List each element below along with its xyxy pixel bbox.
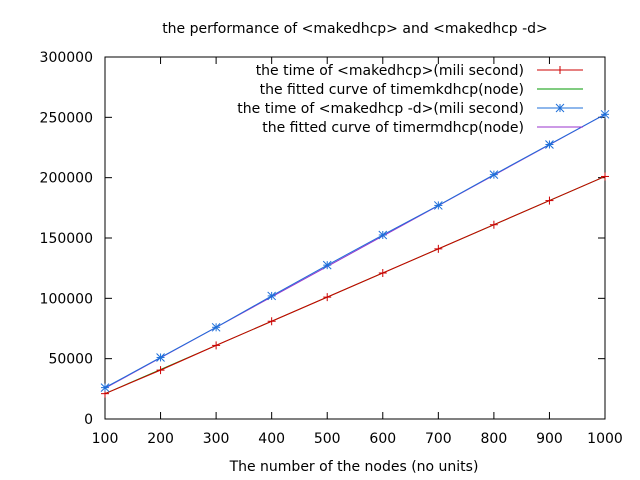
series-lines — [104, 113, 606, 395]
chart-title: the performance of <makedhcp> and <maked… — [162, 21, 548, 37]
legend-label: the fitted curve of timemkdhcp(node) — [260, 82, 524, 98]
x-axis-label: The number of the nodes (no units) — [229, 459, 479, 475]
data-point — [212, 341, 221, 350]
data-point — [378, 230, 388, 240]
series-connector-0 — [104, 176, 606, 395]
x-tick-label: 900 — [536, 431, 563, 447]
x-tick-label: 800 — [481, 431, 508, 447]
y-tick-label: 100000 — [40, 291, 93, 307]
x-tick-label: 600 — [369, 431, 396, 447]
x-axis-ticks: 100 200 300 400 500 600 700 800 900 1000 — [92, 57, 623, 447]
data-point — [433, 201, 443, 210]
y-tick-label: 250000 — [40, 110, 93, 126]
data-point — [267, 291, 277, 301]
x-tick-label: 400 — [258, 431, 285, 447]
data-point — [600, 109, 610, 119]
x-tick-label: 300 — [203, 431, 230, 447]
legend-label: the time of <makedhcp -d>(mili second) — [237, 101, 524, 117]
data-point — [211, 322, 221, 332]
y-axis-ticks: 0 50000 100000 150000 200000 250000 300000 — [40, 50, 605, 428]
data-point — [267, 317, 276, 326]
data-point — [378, 268, 387, 277]
x-tick-label: 700 — [425, 431, 452, 447]
data-point — [434, 244, 443, 253]
data-point — [545, 140, 554, 149]
x-tick-label: 200 — [147, 431, 174, 447]
data-point — [489, 170, 499, 180]
x-tick-label: 100 — [92, 431, 119, 447]
legend: the time of <makedhcp>(mili second) the f… — [237, 63, 583, 136]
data-point — [322, 260, 332, 270]
legend-marker — [556, 66, 564, 74]
series-connector-2 — [104, 113, 606, 389]
x-tick-label: 1000 — [587, 431, 623, 447]
series-points — [100, 109, 610, 398]
y-tick-label: 300000 — [40, 50, 93, 66]
data-point — [156, 366, 165, 375]
data-point — [545, 196, 554, 205]
data-point — [601, 172, 609, 181]
data-point — [489, 220, 498, 229]
legend-marker — [555, 103, 565, 113]
data-point — [100, 383, 110, 392]
y-tick-label: 50000 — [48, 352, 93, 368]
data-point — [156, 353, 165, 362]
y-tick-label: 0 — [84, 412, 93, 428]
legend-label: the time of <makedhcp>(mili second) — [256, 63, 524, 79]
data-point — [323, 293, 332, 302]
legend-label: the fitted curve of timermdhcp(node) — [262, 120, 524, 136]
y-tick-label: 200000 — [40, 171, 93, 187]
x-tick-label: 500 — [314, 431, 341, 447]
y-tick-label: 150000 — [40, 231, 93, 247]
